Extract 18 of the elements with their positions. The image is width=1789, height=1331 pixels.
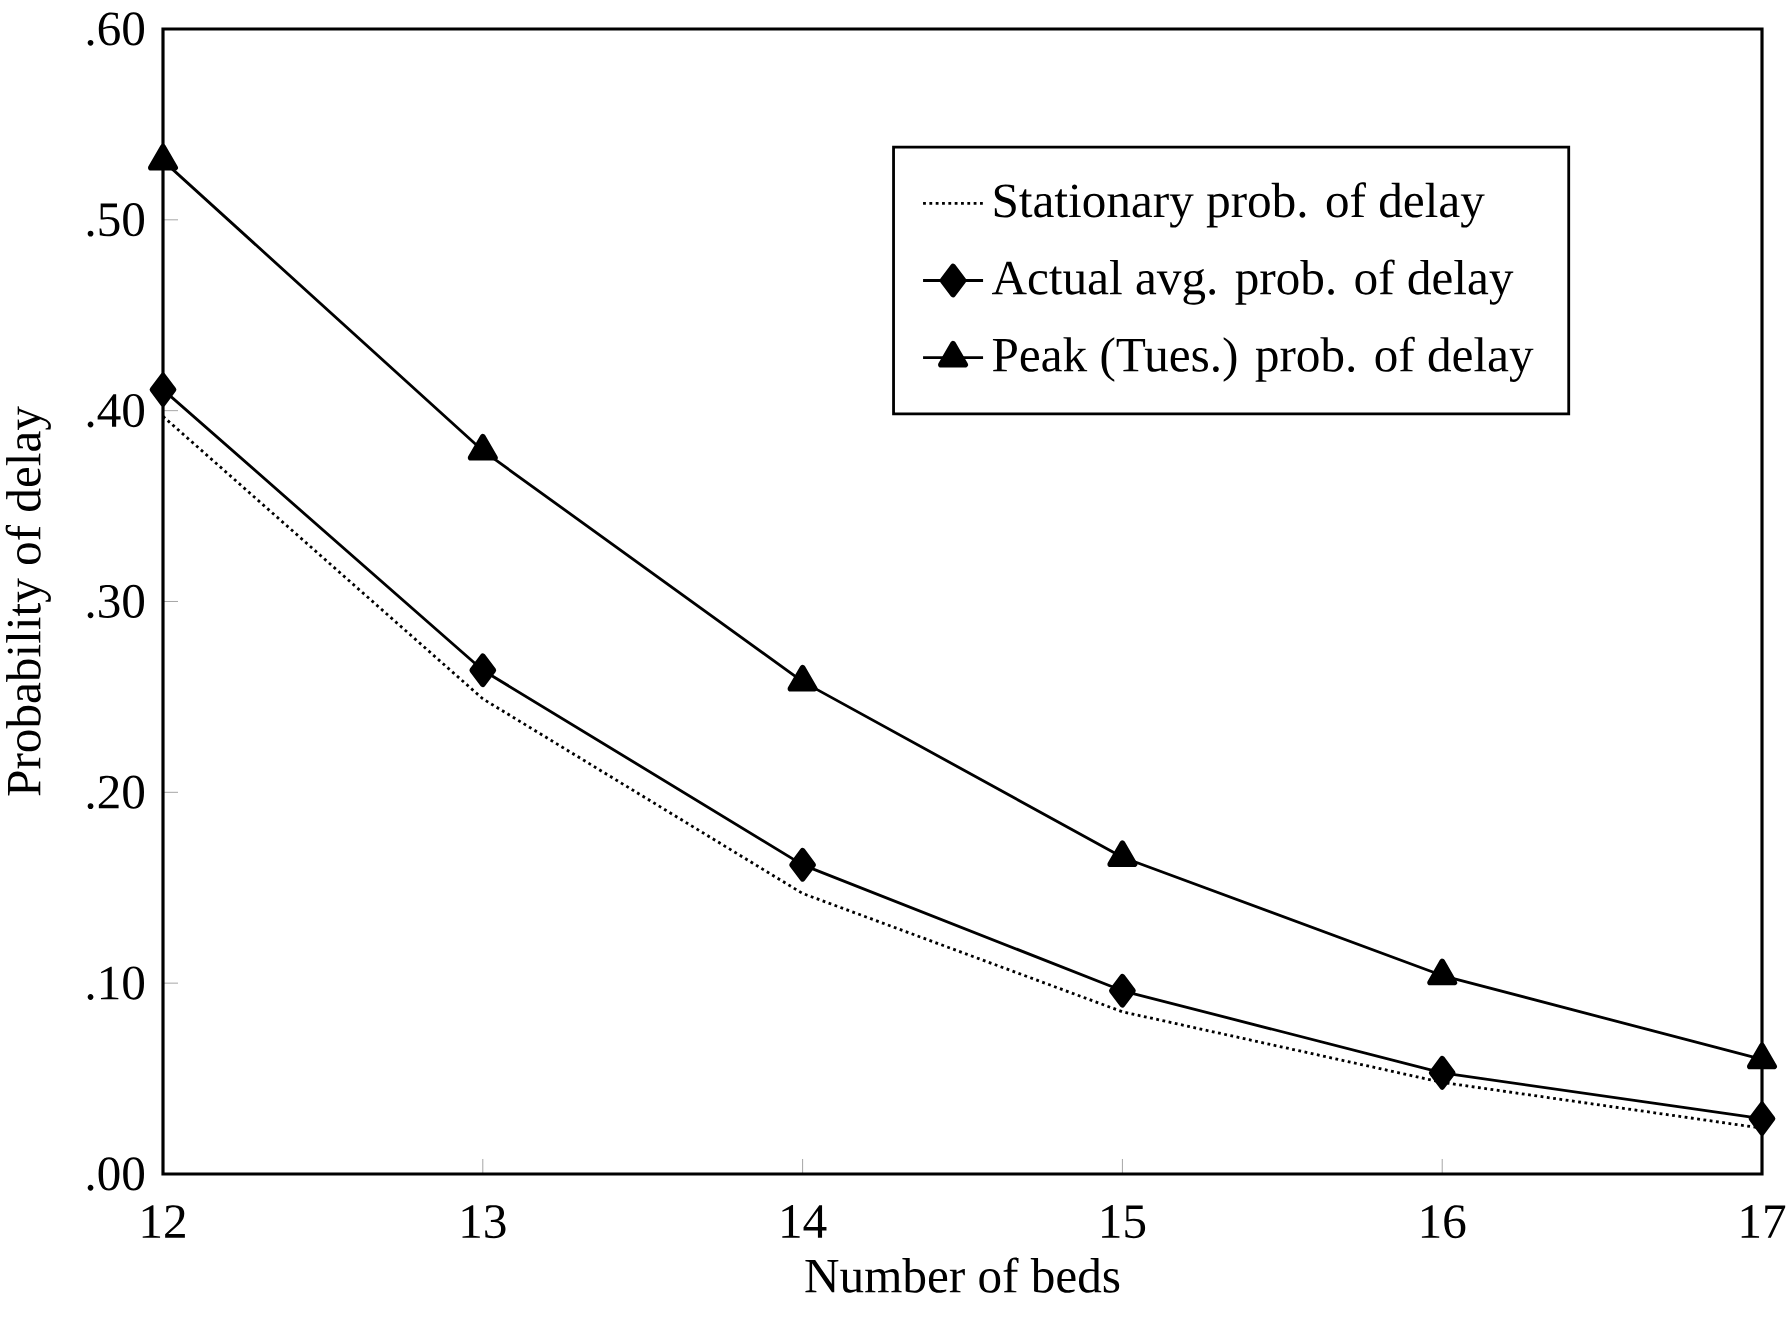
legend-label: Stationary prob. of delay <box>994 182 1485 228</box>
legend-label: Peak (Tues.) prob. of delay <box>992 336 1534 382</box>
y-tick-label: .30 <box>87 584 145 619</box>
y-tick-label: .50 <box>87 203 145 237</box>
x-tick-label: 16 <box>1421 1205 1466 1239</box>
x-tick-label: 12 <box>142 1205 185 1238</box>
x-tick-label: 17 <box>1741 1205 1786 1238</box>
x-tick-label: 15 <box>1102 1205 1146 1239</box>
legend-label: Actual avg. prob. of delay <box>991 259 1514 305</box>
x-tick-label: 13 <box>462 1205 506 1239</box>
y-axis-title: Probability of delay <box>5 406 51 796</box>
y-tick-label: .40 <box>87 393 145 428</box>
y-tick-label: .00 <box>87 1157 145 1191</box>
x-axis-title: Number of beds <box>805 1257 1120 1293</box>
y-tick-label: .60 <box>87 12 145 46</box>
y-tick-label: .20 <box>87 775 145 810</box>
x-tick-label: 14 <box>782 1205 827 1238</box>
y-tick-label: .10 <box>87 966 145 1000</box>
